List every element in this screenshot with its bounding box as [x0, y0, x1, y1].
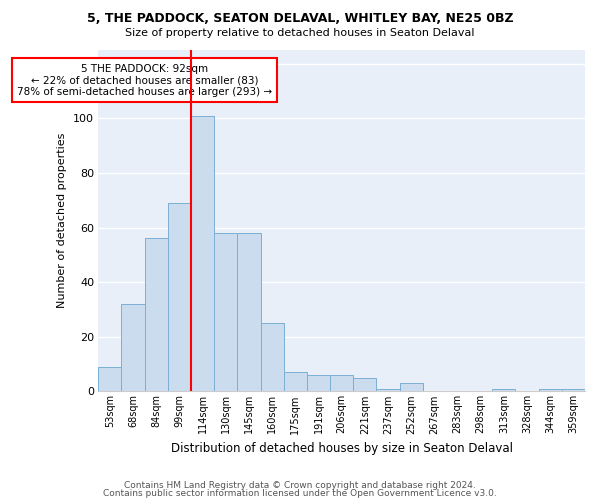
- Bar: [492, 388, 515, 392]
- Y-axis label: Number of detached properties: Number of detached properties: [58, 133, 67, 308]
- Bar: [260, 323, 284, 392]
- Bar: [168, 203, 191, 392]
- Bar: [214, 233, 238, 392]
- Bar: [400, 383, 423, 392]
- Text: Contains HM Land Registry data © Crown copyright and database right 2024.: Contains HM Land Registry data © Crown c…: [124, 481, 476, 490]
- Bar: [562, 388, 585, 392]
- Bar: [353, 378, 376, 392]
- Bar: [539, 388, 562, 392]
- X-axis label: Distribution of detached houses by size in Seaton Delaval: Distribution of detached houses by size …: [170, 442, 512, 455]
- Bar: [98, 367, 121, 392]
- Text: Size of property relative to detached houses in Seaton Delaval: Size of property relative to detached ho…: [125, 28, 475, 38]
- Bar: [121, 304, 145, 392]
- Text: Contains public sector information licensed under the Open Government Licence v3: Contains public sector information licen…: [103, 488, 497, 498]
- Bar: [376, 388, 400, 392]
- Bar: [238, 233, 260, 392]
- Bar: [191, 116, 214, 392]
- Bar: [307, 375, 330, 392]
- Bar: [284, 372, 307, 392]
- Text: 5, THE PADDOCK, SEATON DELAVAL, WHITLEY BAY, NE25 0BZ: 5, THE PADDOCK, SEATON DELAVAL, WHITLEY …: [86, 12, 514, 26]
- Text: 5 THE PADDOCK: 92sqm
← 22% of detached houses are smaller (83)
78% of semi-detac: 5 THE PADDOCK: 92sqm ← 22% of detached h…: [17, 64, 272, 97]
- Bar: [145, 238, 168, 392]
- Bar: [330, 375, 353, 392]
